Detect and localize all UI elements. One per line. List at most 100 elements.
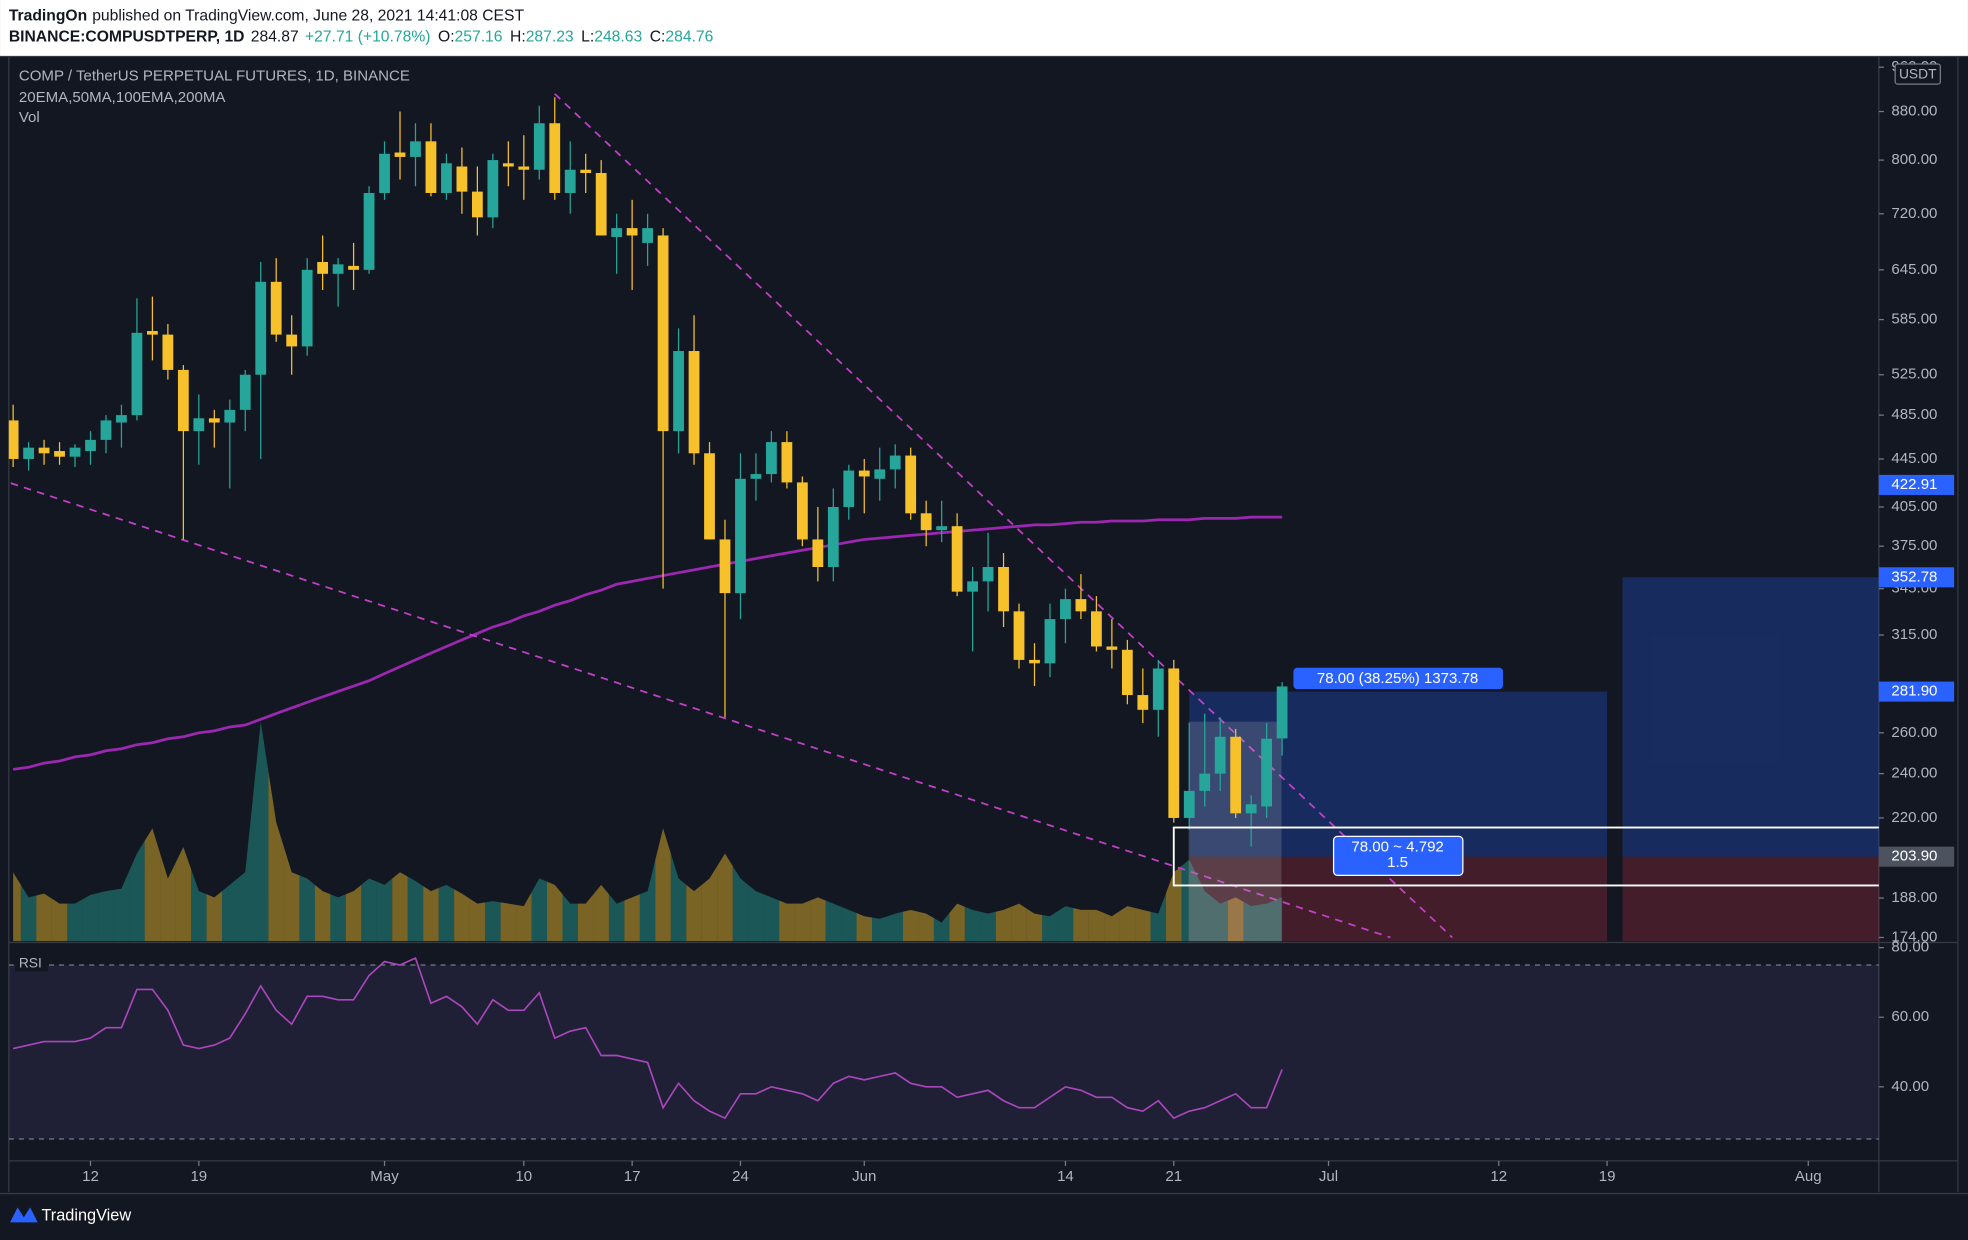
volume-area	[407, 876, 424, 942]
volume-area	[763, 894, 780, 942]
candle-body	[1245, 804, 1257, 814]
volume-area	[82, 892, 99, 942]
candle-body	[394, 152, 406, 157]
candle-body	[1199, 773, 1211, 791]
position-stop	[1622, 856, 1879, 942]
volume-area	[469, 898, 486, 942]
range-label: 78.00 ~ 4.792	[1351, 839, 1443, 856]
volume-area	[1011, 903, 1027, 942]
candle-body	[8, 420, 19, 459]
candle-body	[905, 455, 917, 514]
volume-area	[252, 721, 269, 942]
candle-body	[1137, 695, 1149, 710]
candle-body	[564, 169, 576, 193]
chart-bg	[0, 56, 1968, 1195]
volume-area	[1088, 909, 1105, 942]
range-box	[1172, 826, 1879, 887]
symbol: BINANCE:COMPUSDTPERP, 1D	[9, 29, 245, 46]
candle-body	[363, 192, 375, 270]
candle-body	[38, 447, 50, 454]
y-tick-label: 525.00	[1891, 366, 1937, 383]
y-tick-label: 800.00	[1891, 151, 1937, 168]
candle-body	[1029, 659, 1040, 664]
indicators: 20EMA,50MA,100EMA,200MA	[19, 89, 226, 106]
volume-area	[144, 828, 161, 942]
y-tick-label: 188.00	[1891, 889, 1937, 906]
range-ratio: 1.5	[1387, 854, 1408, 871]
x-tick-label: 14	[1057, 1168, 1074, 1185]
volume-area	[1258, 900, 1275, 942]
volume-area	[237, 796, 253, 942]
volume-area	[299, 875, 315, 942]
publish-line: TradingOn published on TradingView.com, J…	[9, 7, 525, 24]
y-tick-label: 315.00	[1891, 626, 1937, 643]
volume-area	[701, 865, 718, 942]
volume-area	[887, 911, 903, 942]
volume-area	[1212, 897, 1228, 942]
y-tick-label: 645.00	[1891, 261, 1937, 278]
candle-body	[1152, 668, 1164, 710]
candle-body	[54, 451, 65, 457]
trendline	[8, 481, 1391, 939]
y-tick-label: 260.00	[1891, 724, 1937, 741]
rsi-tick-label: 80.00	[1891, 939, 1929, 956]
ma-line	[12, 515, 1283, 771]
position-target	[1189, 691, 1608, 857]
volume-area	[1042, 911, 1058, 942]
footer-brand: TradingView	[41, 1206, 131, 1224]
candle-body	[69, 447, 81, 457]
volume-area	[1119, 906, 1136, 942]
candle-body	[982, 566, 994, 582]
candle-body	[270, 281, 282, 335]
candle-body	[533, 123, 545, 170]
x-tick-label: 12	[1490, 1168, 1507, 1185]
candle-body	[688, 351, 700, 454]
y-tick-label: 720.00	[1891, 205, 1937, 222]
ohlc-value: 284.76	[665, 29, 713, 46]
candle-body	[735, 478, 746, 594]
y-tick-label: 405.00	[1891, 498, 1937, 515]
volume-area	[872, 916, 888, 942]
x-tick-label: May	[370, 1168, 399, 1185]
volume-area	[779, 900, 795, 942]
y-tick-label: 485.00	[1891, 406, 1937, 423]
volume-area	[361, 878, 377, 942]
price-marker-label: 281.90	[1891, 683, 1937, 700]
x-tick-label: 19	[1599, 1168, 1616, 1185]
volume-area	[314, 884, 331, 942]
volume-area	[933, 913, 950, 942]
volume-area	[129, 840, 145, 942]
volume-area	[794, 900, 811, 942]
volume-area	[268, 771, 284, 942]
volume-area	[191, 869, 207, 942]
volume-area	[995, 906, 1012, 942]
volume-area	[949, 903, 965, 942]
volume-area	[825, 900, 842, 942]
candle-body	[177, 369, 189, 432]
candle-body	[580, 169, 592, 173]
volume-area	[918, 911, 934, 942]
candle-body	[301, 269, 313, 347]
chart-title: COMP / TetherUS PERPETUAL FUTURES, 1D, B…	[19, 68, 410, 85]
y-tick-label: 240.00	[1891, 765, 1937, 782]
rsi-band	[8, 965, 1879, 1140]
rsi-label-bg	[15, 956, 48, 972]
change: +27.71 (+10.78%)	[305, 29, 430, 46]
candle-body	[441, 163, 452, 193]
candle-body	[100, 420, 112, 440]
volume-area	[1274, 897, 1283, 942]
publisher: TradingOn	[9, 7, 87, 24]
candle-body	[967, 581, 978, 592]
volume-area	[454, 889, 470, 942]
ohlc-prefix: L:	[581, 29, 594, 46]
candle-body	[750, 474, 762, 479]
volume-area	[902, 909, 919, 942]
volume-area	[717, 853, 733, 942]
candle-body	[85, 439, 96, 452]
candle-body	[502, 163, 514, 167]
volume-area	[655, 828, 671, 942]
volume-area	[1026, 908, 1043, 942]
candle-body	[1230, 736, 1242, 814]
logo	[10, 1207, 38, 1223]
rsi-line	[12, 956, 1283, 1120]
